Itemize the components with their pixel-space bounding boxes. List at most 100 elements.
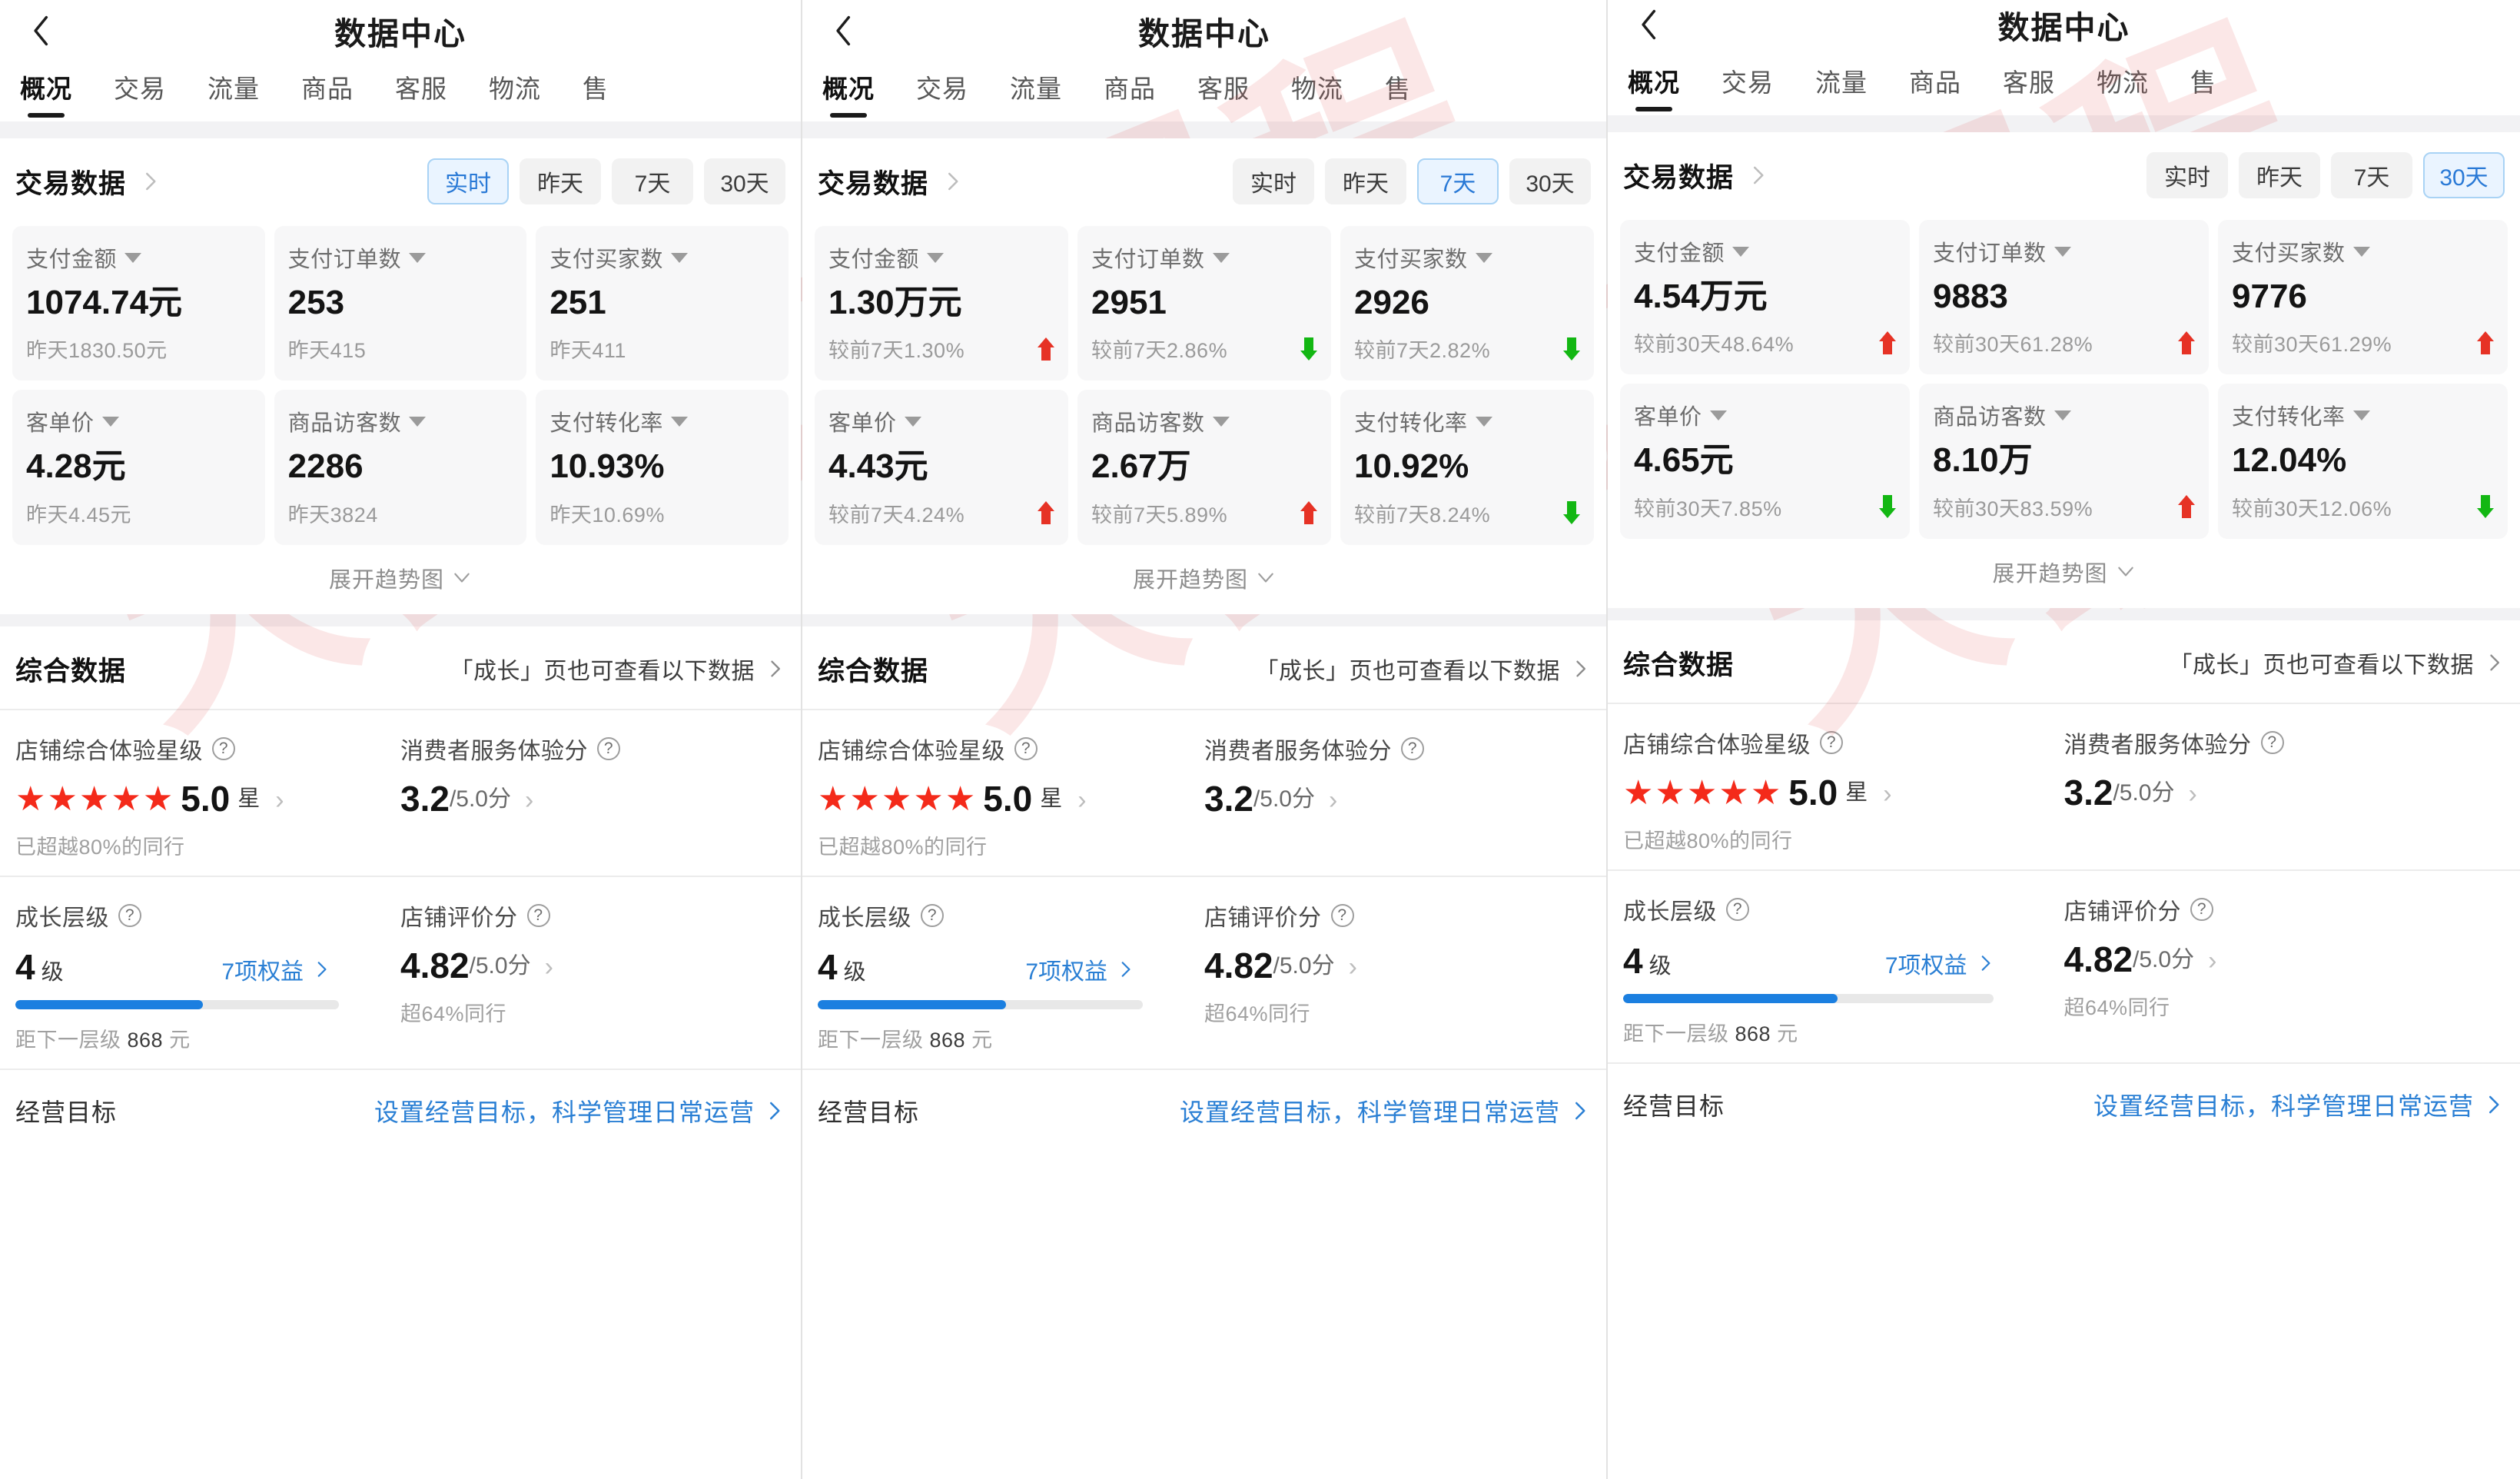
service-score-value-row[interactable]: 3.2/5.0分 › xyxy=(1204,781,1591,816)
benefits-link[interactable]: 7项权益 xyxy=(221,952,331,986)
chevron-right-icon[interactable]: › xyxy=(2188,779,2197,809)
chevron-right-icon[interactable]: › xyxy=(1329,785,1338,815)
question-icon[interactable]: ? xyxy=(212,736,235,760)
back-button[interactable] xyxy=(828,14,859,48)
question-icon[interactable]: ? xyxy=(2190,897,2213,921)
tab-商品[interactable]: 商品 xyxy=(1104,75,1156,103)
metric-card[interactable]: 支付买家数 2926 较前7天2.82% xyxy=(1340,226,1594,381)
metric-card[interactable]: 支付金额 1.30万元 较前7天1.30% xyxy=(815,226,1068,381)
caret-down-icon[interactable] xyxy=(927,252,945,263)
caret-down-icon[interactable] xyxy=(670,416,688,427)
tab-售[interactable]: 售 xyxy=(1385,75,1411,103)
chevron-right-icon[interactable]: › xyxy=(2208,946,2217,975)
tab-概况[interactable]: 概况 xyxy=(818,64,879,119)
caret-down-icon[interactable] xyxy=(1475,416,1492,427)
caret-down-icon[interactable] xyxy=(2352,410,2370,420)
metric-card[interactable]: 商品访客数 2.67万 较前7天5.89% xyxy=(1077,390,1331,545)
tab-流量[interactable]: 流量 xyxy=(1010,75,1062,103)
store-score-value-row[interactable]: 4.82/5.0分 › xyxy=(400,948,785,983)
tab-流量[interactable]: 流量 xyxy=(1815,68,1868,97)
expand-trend-button[interactable]: 展开趋势图 xyxy=(0,544,801,614)
caret-down-icon[interactable] xyxy=(125,252,142,263)
question-icon[interactable]: ? xyxy=(526,903,550,927)
metric-card[interactable]: 支付金额 4.54万元 较前30天48.64% xyxy=(1620,220,1910,375)
overview-section-link[interactable]: 「成长」页也可查看以下数据 xyxy=(2170,646,2505,680)
trade-section-arrow[interactable] xyxy=(138,170,161,193)
filter-chip-实时[interactable]: 实时 xyxy=(1233,158,1314,204)
caret-down-icon[interactable] xyxy=(2054,246,2071,257)
filter-chip-昨天[interactable]: 昨天 xyxy=(1325,158,1406,204)
filter-chip-昨天[interactable]: 昨天 xyxy=(2239,152,2320,198)
store-star-value-row[interactable]: ★ ★ ★ ★ ★ 5.0 星 › xyxy=(15,781,400,816)
caret-down-icon[interactable] xyxy=(1732,246,1750,257)
business-goal-link[interactable]: 设置经营目标，科学管理日常运营 xyxy=(2093,1087,2505,1122)
overview-section-link[interactable]: 「成长」页也可查看以下数据 xyxy=(450,652,786,686)
overview-section-link[interactable]: 「成长」页也可查看以下数据 xyxy=(1256,652,1592,686)
metric-card[interactable]: 支付转化率 12.04% 较前30天12.06% xyxy=(2218,384,2508,539)
filter-chip-实时[interactable]: 实时 xyxy=(427,158,509,204)
tab-商品[interactable]: 商品 xyxy=(301,75,354,103)
caret-down-icon[interactable] xyxy=(1475,252,1492,263)
tab-客服[interactable]: 客服 xyxy=(395,75,447,103)
caret-down-icon[interactable] xyxy=(670,252,688,263)
question-icon[interactable]: ? xyxy=(1401,736,1424,760)
tab-客服[interactable]: 客服 xyxy=(2003,68,2055,97)
trade-section-arrow[interactable] xyxy=(1746,164,1769,187)
metric-card[interactable]: 支付订单数 253 昨天415 xyxy=(274,226,527,381)
tab-商品[interactable]: 商品 xyxy=(1909,68,1961,97)
store-score-value-row[interactable]: 4.82/5.0分 › xyxy=(2064,942,2505,977)
back-button[interactable] xyxy=(1634,8,1665,42)
service-score-value-row[interactable]: 3.2/5.0分 › xyxy=(400,781,785,816)
metric-card[interactable]: 支付转化率 10.93% 昨天10.69% xyxy=(536,390,789,545)
question-icon[interactable]: ? xyxy=(1014,736,1038,760)
question-icon[interactable]: ? xyxy=(1330,903,1354,927)
filter-chip-昨天[interactable]: 昨天 xyxy=(520,158,601,204)
store-score-value-row[interactable]: 4.82/5.0分 › xyxy=(1204,948,1591,983)
metric-card[interactable]: 支付转化率 10.92% 较前7天8.24% xyxy=(1340,390,1594,545)
caret-down-icon[interactable] xyxy=(1709,410,1727,420)
caret-down-icon[interactable] xyxy=(1212,252,1230,263)
expand-trend-button[interactable]: 展开趋势图 xyxy=(1608,538,2520,608)
tab-交易[interactable]: 交易 xyxy=(114,75,166,103)
tab-概况[interactable]: 概况 xyxy=(1623,58,1685,113)
caret-down-icon[interactable] xyxy=(2352,246,2370,257)
tab-售[interactable]: 售 xyxy=(583,75,609,103)
store-star-value-row[interactable]: ★ ★ ★ ★ ★ 5.0 星 › xyxy=(1623,775,2064,810)
business-goal-link[interactable]: 设置经营目标，科学管理日常运营 xyxy=(1180,1093,1591,1128)
metric-card[interactable]: 支付金额 1074.74元 昨天1830.50元 xyxy=(12,226,265,381)
tab-流量[interactable]: 流量 xyxy=(208,75,260,103)
question-icon[interactable]: ? xyxy=(921,903,944,927)
caret-down-icon[interactable] xyxy=(1212,416,1230,427)
question-icon[interactable]: ? xyxy=(1726,897,1749,921)
chevron-right-icon[interactable]: › xyxy=(525,785,534,815)
tab-客服[interactable]: 客服 xyxy=(1197,75,1250,103)
chevron-right-icon[interactable]: › xyxy=(544,952,553,982)
tab-物流[interactable]: 物流 xyxy=(489,75,541,103)
filter-chip-30天[interactable]: 30天 xyxy=(1509,158,1591,204)
caret-down-icon[interactable] xyxy=(409,252,427,263)
store-star-value-row[interactable]: ★ ★ ★ ★ ★ 5.0 星 › xyxy=(818,781,1204,816)
filter-chip-30天[interactable]: 30天 xyxy=(704,158,785,204)
metric-card[interactable]: 商品访客数 8.10万 较前30天83.59% xyxy=(1919,384,2209,539)
chevron-right-icon[interactable]: › xyxy=(1348,952,1357,982)
metric-card[interactable]: 客单价 4.28元 昨天4.45元 xyxy=(12,390,265,545)
benefits-link[interactable]: 7项权益 xyxy=(1885,946,1995,980)
filter-chip-7天[interactable]: 7天 xyxy=(1417,158,1499,204)
tab-售[interactable]: 售 xyxy=(2190,68,2216,97)
chevron-right-icon[interactable]: › xyxy=(1883,779,1892,809)
tab-物流[interactable]: 物流 xyxy=(2097,68,2149,97)
business-goal-link[interactable]: 设置经营目标，科学管理日常运营 xyxy=(374,1093,785,1128)
caret-down-icon[interactable] xyxy=(904,416,921,427)
chevron-right-icon[interactable]: › xyxy=(1077,785,1087,815)
tab-交易[interactable]: 交易 xyxy=(1722,68,1774,97)
question-icon[interactable]: ? xyxy=(2260,730,2284,754)
tab-物流[interactable]: 物流 xyxy=(1291,75,1343,103)
question-icon[interactable]: ? xyxy=(1820,730,1843,754)
service-score-value-row[interactable]: 3.2/5.0分 › xyxy=(2064,775,2505,810)
tab-交易[interactable]: 交易 xyxy=(916,75,968,103)
filter-chip-7天[interactable]: 7天 xyxy=(612,158,693,204)
caret-down-icon[interactable] xyxy=(101,416,119,427)
metric-card[interactable]: 客单价 4.65元 较前30天7.85% xyxy=(1620,384,1910,539)
metric-card[interactable]: 支付订单数 9883 较前30天61.28% xyxy=(1919,220,2209,375)
metric-card[interactable]: 支付买家数 251 昨天411 xyxy=(536,226,789,381)
